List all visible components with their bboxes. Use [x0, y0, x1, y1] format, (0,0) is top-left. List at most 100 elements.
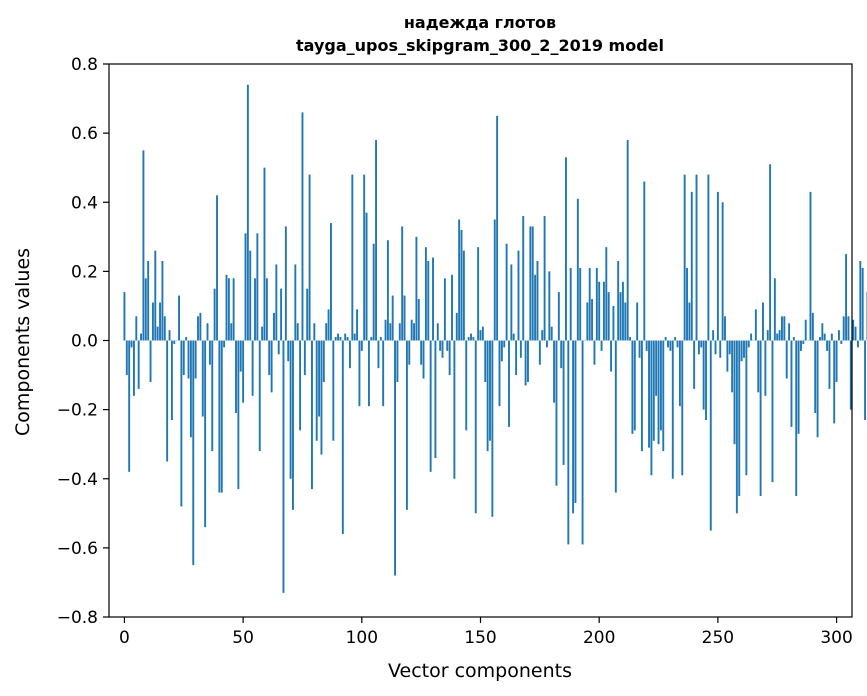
bar-255 [728, 340, 731, 355]
bar-163 [510, 264, 513, 341]
bar-171 [529, 226, 532, 341]
bar-54 [251, 340, 254, 396]
bar-28 [189, 340, 192, 438]
bar-109 [382, 340, 385, 407]
bar-73 [296, 323, 299, 341]
chart-title-line-1: надежда глотов [404, 13, 556, 32]
x-tick-label: 150 [464, 628, 496, 648]
bar-128 [427, 261, 430, 341]
bar-307 [852, 319, 855, 341]
bar-135 [443, 278, 446, 341]
bar-80 [313, 323, 316, 341]
bar-239 [690, 191, 693, 341]
bar-169 [524, 340, 527, 386]
bar-258 [735, 340, 738, 514]
bar-45 [230, 323, 233, 341]
bar-159 [500, 340, 503, 362]
bar-112 [389, 323, 392, 341]
bar-13 [154, 250, 157, 341]
bar-165 [515, 340, 518, 376]
bar-174 [536, 261, 539, 341]
bar-152 [484, 340, 487, 382]
bar-115 [396, 340, 399, 382]
bar-17 [163, 316, 166, 341]
bar-223 [652, 340, 655, 441]
bar-263 [747, 340, 750, 348]
bar-216 [636, 302, 639, 341]
bar-59 [263, 167, 266, 341]
bar-141 [458, 219, 461, 341]
bar-0 [123, 292, 126, 341]
bar-178 [546, 340, 548, 348]
bar-26 [185, 337, 188, 341]
bar-275 [776, 333, 779, 341]
bar-224 [655, 340, 658, 396]
bar-281 [790, 340, 793, 427]
bar-268 [759, 340, 762, 497]
bar-42 [223, 340, 226, 348]
bar-235 [681, 340, 684, 476]
bar-253 [724, 316, 726, 341]
bar-295 [823, 333, 826, 341]
bar-14 [156, 326, 159, 341]
bar-294 [821, 323, 824, 341]
bar-101 [363, 174, 366, 341]
bar-170 [527, 340, 529, 382]
bars-group [123, 84, 867, 593]
bar-260 [740, 340, 743, 362]
bar-187 [567, 340, 570, 545]
bar-301 [837, 330, 840, 341]
bar-261 [743, 340, 745, 358]
bar-120 [408, 340, 411, 365]
bar-179 [548, 271, 551, 341]
y-tick-label: −0.8 [57, 608, 98, 628]
bar-33 [201, 340, 204, 417]
bar-303 [842, 316, 845, 341]
bar-226 [659, 340, 662, 431]
bar-151 [481, 326, 484, 341]
bar-166 [517, 250, 520, 341]
bar-108 [379, 337, 382, 341]
bar-244 [702, 340, 705, 410]
bar-105 [372, 243, 375, 341]
bar-97 [353, 333, 356, 341]
bar-132 [436, 323, 439, 341]
bar-254 [726, 340, 729, 372]
bar-168 [522, 216, 525, 341]
bar-230 [669, 340, 672, 351]
bar-18 [166, 340, 169, 462]
bar-210 [621, 281, 624, 341]
bar-19 [168, 330, 171, 341]
bar-202 [602, 281, 605, 341]
bar-62 [270, 340, 273, 393]
bar-259 [738, 340, 741, 497]
bar-146 [470, 333, 472, 341]
bar-236 [683, 174, 686, 341]
bar-30 [194, 340, 197, 379]
bar-138 [451, 274, 453, 341]
bar-310 [859, 261, 862, 341]
bar-276 [778, 330, 781, 341]
bar-23 [178, 295, 180, 341]
bar-217 [638, 340, 641, 358]
bar-127 [424, 247, 427, 341]
bar-1 [125, 340, 128, 376]
bar-52 [246, 84, 249, 341]
bar-125 [420, 340, 423, 365]
bar-58 [261, 326, 264, 341]
x-tick-label: 300 [820, 628, 852, 648]
bar-248 [712, 330, 715, 341]
bar-20 [170, 340, 173, 420]
bar-41 [220, 340, 223, 493]
bar-74 [299, 340, 302, 431]
bar-274 [773, 278, 776, 341]
plot-frame [108, 63, 853, 618]
bar-173 [534, 274, 537, 341]
bar-27 [187, 340, 190, 379]
bar-228 [664, 337, 667, 341]
bar-238 [688, 302, 691, 341]
bar-111 [386, 240, 389, 341]
bar-267 [757, 340, 760, 393]
x-axis-label: Vector components [388, 660, 572, 682]
bar-264 [750, 333, 753, 341]
